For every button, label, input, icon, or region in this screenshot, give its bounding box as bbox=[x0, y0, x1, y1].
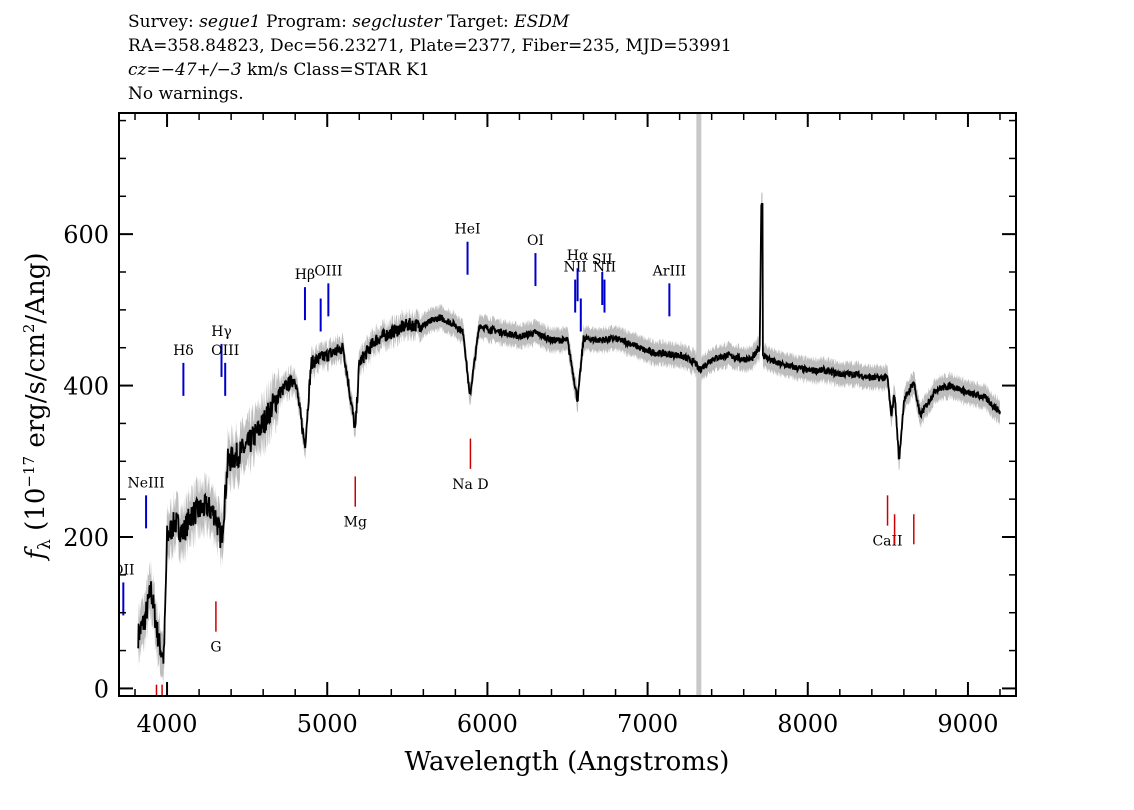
header-line-4: No warnings. bbox=[128, 84, 244, 104]
x-tick-label: 6000 bbox=[457, 710, 518, 738]
y-tick-label: 200 bbox=[63, 524, 109, 552]
emission-line-label: ArIII bbox=[652, 263, 686, 279]
x-tick-label: 5000 bbox=[297, 710, 358, 738]
program-label: Program: bbox=[266, 12, 347, 32]
x-tick-label: 8000 bbox=[777, 710, 838, 738]
emission-line-label: Hγ bbox=[211, 324, 232, 340]
emission-line-label: SII bbox=[592, 252, 613, 268]
emission-line-label: NeIII bbox=[127, 475, 164, 491]
absorption-line-label: Na D bbox=[452, 477, 488, 493]
emission-line-label: NII bbox=[564, 260, 587, 276]
absorption-line-label: Mg bbox=[344, 515, 367, 531]
survey-label: Survey: bbox=[128, 12, 194, 32]
y-tick-label: 400 bbox=[63, 373, 109, 401]
emission-line-label: OIII bbox=[211, 343, 239, 359]
emission-line-label: OI bbox=[527, 233, 544, 249]
cz-value: −47+/−3 bbox=[160, 60, 242, 80]
x-axis-label: Wavelength (Angstroms) bbox=[405, 747, 730, 777]
plot-frame bbox=[118, 112, 1017, 697]
absorption-line-label: G bbox=[210, 640, 221, 656]
y-axis-label: fλ (10−17 erg/s/cm2/Ang) bbox=[20, 253, 55, 562]
survey-value: segue1 bbox=[199, 12, 261, 32]
spectrum-header: Survey: segue1 Program: segcluster Targe… bbox=[128, 10, 732, 106]
emission-line-label: OIII bbox=[314, 263, 342, 279]
x-tick-label: 9000 bbox=[937, 710, 998, 738]
y-tick-label: 0 bbox=[94, 675, 109, 703]
program-value: segcluster bbox=[352, 12, 442, 32]
x-tick-label: 7000 bbox=[617, 710, 678, 738]
cz-units: km/s Class=STAR K1 bbox=[241, 60, 430, 80]
emission-line-label: Hα bbox=[567, 248, 589, 264]
target-value: ESDM bbox=[514, 12, 570, 32]
emission-line-label: HeI bbox=[455, 222, 481, 238]
header-line-3: cz=−47+/−3 km/s Class=STAR K1 bbox=[128, 58, 732, 82]
axes-layer: 4000 5000 6000 7000 8000 9000 0 200 400 600 bbox=[63, 113, 1016, 738]
emission-line-label: NII bbox=[593, 260, 616, 276]
cz-label: cz= bbox=[128, 60, 161, 80]
y-tick-label: 600 bbox=[63, 221, 109, 249]
emission-line-label: OII bbox=[112, 562, 135, 578]
emission-line-label: Hβ bbox=[295, 267, 315, 283]
absorption-line-label: CaII bbox=[872, 534, 902, 550]
emission-line-label: Hδ bbox=[173, 343, 194, 359]
header-line-1: Survey: segue1 Program: segcluster Targe… bbox=[128, 10, 732, 34]
x-tick-label: 4000 bbox=[137, 710, 198, 738]
target-label: Target: bbox=[446, 12, 509, 32]
spectrum-line bbox=[137, 203, 1001, 664]
header-line-2: RA=358.84823, Dec=56.23271, Plate=2377, … bbox=[128, 36, 732, 56]
